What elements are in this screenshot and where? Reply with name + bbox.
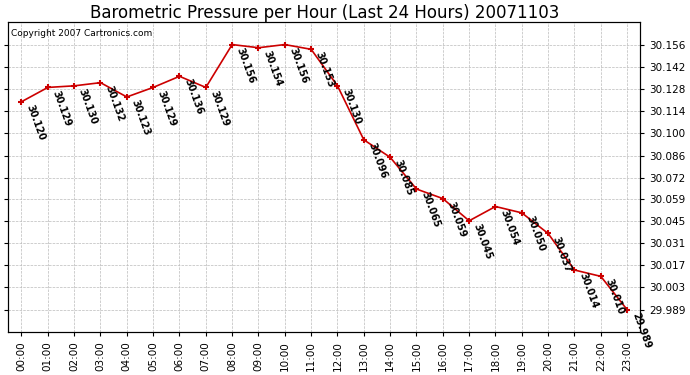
Text: 30.129: 30.129: [156, 89, 178, 128]
Text: 30.123: 30.123: [130, 98, 152, 137]
Text: 30.085: 30.085: [393, 159, 415, 198]
Text: 30.130: 30.130: [77, 87, 99, 126]
Text: 30.129: 30.129: [50, 89, 73, 128]
Text: 30.132: 30.132: [104, 84, 126, 123]
Text: 30.045: 30.045: [472, 222, 494, 261]
Text: 30.156: 30.156: [235, 46, 257, 85]
Text: 30.136: 30.136: [182, 78, 204, 116]
Text: 30.065: 30.065: [420, 190, 442, 229]
Title: Barometric Pressure per Hour (Last 24 Hours) 20071103: Barometric Pressure per Hour (Last 24 Ho…: [90, 4, 559, 22]
Text: 30.129: 30.129: [208, 89, 231, 128]
Text: 29.989: 29.989: [630, 311, 652, 350]
Text: 30.014: 30.014: [578, 272, 600, 310]
Text: 30.054: 30.054: [498, 208, 520, 246]
Text: 30.156: 30.156: [288, 46, 310, 85]
Text: 30.050: 30.050: [524, 214, 546, 253]
Text: 30.130: 30.130: [340, 87, 362, 126]
Text: 30.153: 30.153: [314, 51, 336, 89]
Text: 30.120: 30.120: [24, 103, 46, 142]
Text: 30.010: 30.010: [604, 278, 626, 316]
Text: 30.096: 30.096: [366, 141, 389, 180]
Text: Copyright 2007 Cartronics.com: Copyright 2007 Cartronics.com: [12, 28, 152, 38]
Text: 30.037: 30.037: [551, 235, 573, 273]
Text: 30.059: 30.059: [446, 200, 468, 238]
Text: 30.154: 30.154: [262, 49, 284, 88]
